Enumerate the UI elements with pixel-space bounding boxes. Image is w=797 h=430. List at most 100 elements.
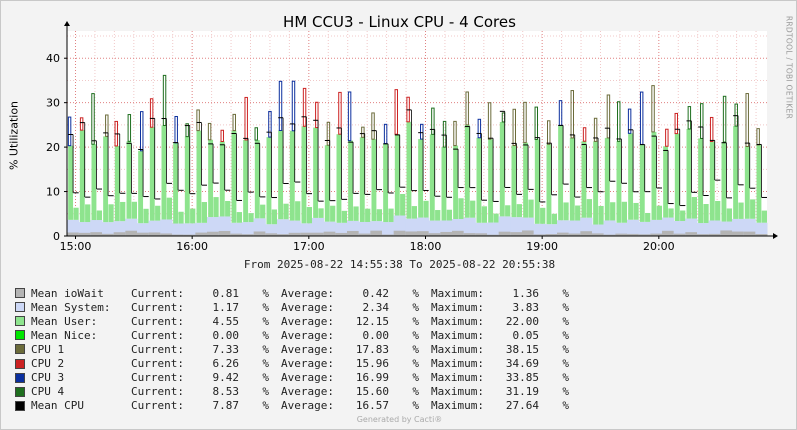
user-area <box>336 134 342 223</box>
iowait-area <box>265 233 278 236</box>
user-area <box>411 206 417 219</box>
user-area <box>639 144 645 222</box>
legend-unit: % <box>562 399 569 413</box>
legend-swatch <box>15 344 25 355</box>
user-area <box>149 127 155 221</box>
cpu-peak-line <box>487 102 492 140</box>
iowait-area <box>673 233 686 236</box>
cpu-peak-line <box>465 91 469 126</box>
system-area <box>90 220 103 236</box>
iowait-area <box>335 232 348 236</box>
user-area <box>511 145 517 218</box>
user-area <box>108 204 114 223</box>
iowait-area <box>172 234 185 236</box>
legend-unit: % <box>262 314 269 328</box>
iowait-area <box>743 231 756 236</box>
legend-swatch <box>15 302 25 313</box>
plot-area: 0 10 20 30 40 15:00 16:00 17:00 18:00 19:00 20:00 <box>46 21 778 253</box>
user-area <box>505 205 511 217</box>
legend-current-value: 7.33 <box>212 342 240 356</box>
system-area <box>708 220 721 236</box>
legend-current-label: Current: <box>131 357 184 371</box>
cpu-peak-line <box>617 101 621 142</box>
user-area <box>481 206 487 223</box>
legend-average-value: 15.60 <box>355 385 389 399</box>
user-area <box>733 126 739 219</box>
legend-series-name: Mean System: <box>31 300 111 314</box>
system-area <box>242 222 255 236</box>
system-area <box>650 219 663 236</box>
legend-row: Mean ioWait Current: 0.81% Average: 0.42% Max… <box>15 286 569 300</box>
user-area <box>248 213 254 223</box>
system-area <box>148 220 161 236</box>
user-area <box>138 150 144 224</box>
legend-row: Mean Nice: Current: 0.00% Average: 0.00% Maxi… <box>15 328 569 342</box>
system-area <box>78 222 91 236</box>
user-area <box>365 208 371 222</box>
cpu-peak-line <box>244 96 248 141</box>
system-area <box>592 224 605 236</box>
user-area <box>569 137 575 221</box>
cpu-peak-line <box>338 91 342 135</box>
system-area <box>697 223 710 236</box>
user-area <box>628 133 634 220</box>
cpu-peak-line <box>67 116 72 147</box>
user-area <box>208 139 214 218</box>
user-area <box>703 204 709 224</box>
user-area <box>131 201 137 219</box>
x-tick-label: 20:00 <box>643 240 675 253</box>
user-area <box>213 197 219 218</box>
iowait-area <box>580 231 593 236</box>
iowait-area <box>253 231 266 236</box>
cpu-peak-line <box>734 103 738 127</box>
legend-average-value: 0.00 <box>362 328 390 342</box>
user-area <box>359 137 365 222</box>
iowait-area <box>230 233 243 236</box>
user-area <box>225 200 231 217</box>
cpu-peak-line <box>185 123 189 138</box>
system-area <box>183 223 196 236</box>
cpu-peak-line <box>570 90 574 139</box>
system-area <box>382 222 395 236</box>
iowait-area <box>615 233 628 236</box>
user-area <box>738 202 744 219</box>
user-area <box>166 197 172 220</box>
user-area <box>271 209 277 225</box>
user-area <box>341 210 347 223</box>
iowait-area <box>323 231 336 236</box>
user-area <box>324 145 330 222</box>
legend-series-name: Mean User: <box>31 314 98 328</box>
iowait-area <box>347 230 360 236</box>
legend-maximum-label: Maximum: <box>431 328 484 342</box>
legend-current-label: Current: <box>131 371 184 385</box>
system-area <box>335 222 348 236</box>
iowait-area <box>382 234 395 236</box>
legend-average-label: Average: <box>281 357 334 371</box>
legend-series-name: CPU 1 <box>31 342 65 356</box>
user-area <box>645 212 651 222</box>
legend-unit: % <box>412 385 419 399</box>
system-area <box>627 219 640 236</box>
user-area <box>423 200 429 218</box>
user-area <box>680 210 686 221</box>
iowait-area <box>195 232 208 236</box>
iowait-area <box>487 234 500 236</box>
user-area <box>348 140 354 221</box>
legend-maximum-value: 22.00 <box>505 314 539 328</box>
cpu-peak-line <box>79 117 84 131</box>
iowait-area <box>102 233 115 236</box>
user-area <box>406 121 412 219</box>
legend-maximum-value: 38.15 <box>505 342 539 356</box>
cpu-peak-line <box>523 101 527 144</box>
system-area <box>638 221 651 236</box>
legend-unit: % <box>412 357 419 371</box>
legend-maximum-value: 34.69 <box>505 357 539 371</box>
user-area <box>593 141 599 225</box>
cpu-peak-line <box>477 118 482 139</box>
iowait-area <box>370 230 383 236</box>
legend-current-value: 8.53 <box>212 385 240 399</box>
legend-maximum-label: Maximum: <box>431 385 484 399</box>
user-area <box>400 194 406 216</box>
cpu-peak-line <box>268 110 272 138</box>
